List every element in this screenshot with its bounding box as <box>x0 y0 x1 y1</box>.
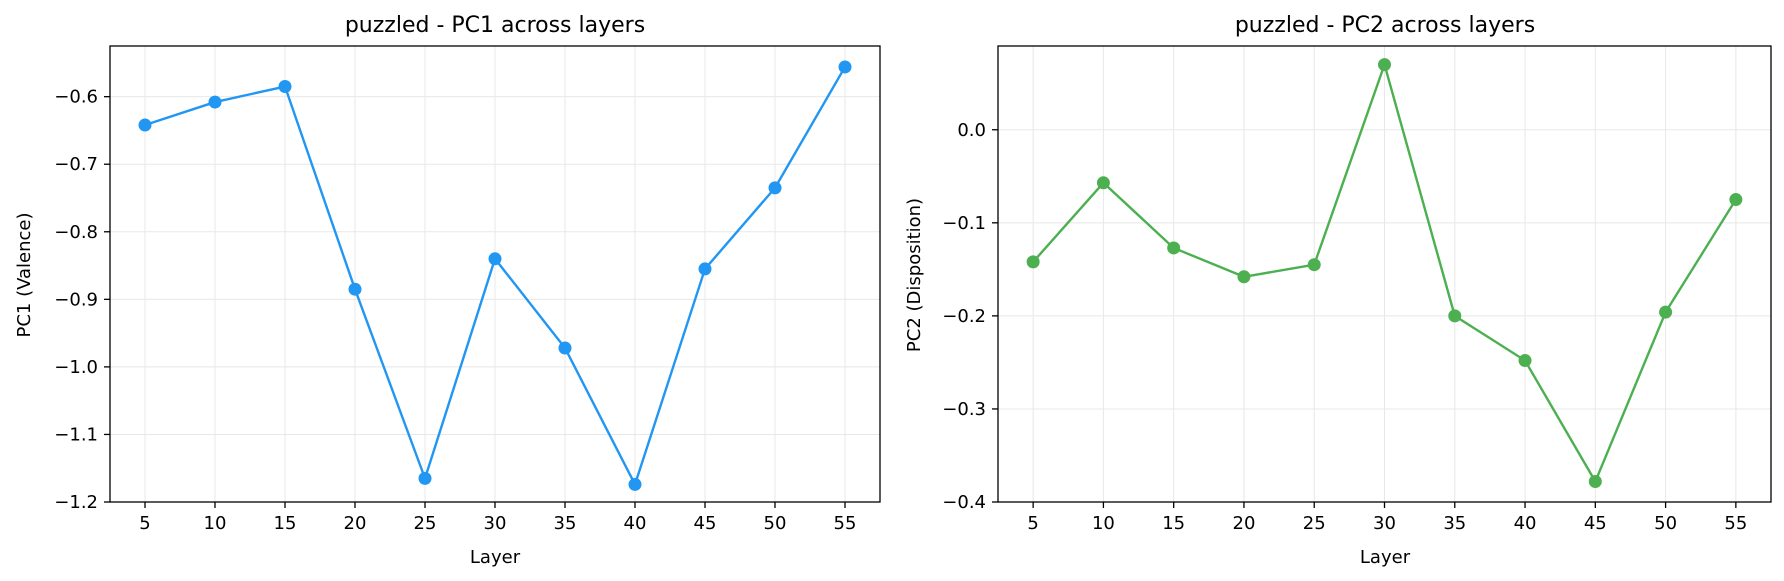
x-tick-label: 30 <box>484 513 507 534</box>
x-tick-label: 5 <box>139 513 150 534</box>
data-point <box>278 80 292 94</box>
data-point <box>1729 193 1743 207</box>
x-tick-label: 10 <box>1092 513 1115 534</box>
y-tick-label: −0.7 <box>54 154 98 175</box>
y-tick-label: −1.1 <box>54 424 98 445</box>
data-point <box>558 341 572 355</box>
x-tick-label: 50 <box>1654 513 1677 534</box>
data-point <box>838 60 852 74</box>
x-axis-label: Layer <box>470 547 521 568</box>
y-axis-label: PC2 (Disposition) <box>904 198 925 352</box>
x-tick-label: 45 <box>1584 513 1607 534</box>
x-tick-label: 35 <box>554 513 577 534</box>
x-tick-label: 35 <box>1443 513 1466 534</box>
x-tick-label: 20 <box>1233 513 1256 534</box>
x-tick-label: 15 <box>274 513 297 534</box>
data-point <box>348 282 362 296</box>
x-tick-label: 40 <box>624 513 647 534</box>
y-axis-label: PC1 (Valence) <box>14 212 35 337</box>
x-tick-label: 5 <box>1027 513 1038 534</box>
x-tick-label: 25 <box>414 513 437 534</box>
x-tick-label: 45 <box>694 513 717 534</box>
y-tick-label: −0.6 <box>54 87 98 108</box>
data-point <box>1518 354 1532 368</box>
data-point <box>1167 241 1181 255</box>
y-tick-label: −0.4 <box>942 492 986 513</box>
data-point <box>768 181 782 195</box>
pc1-panel: puzzled - PC1 across layers Layer PC1 (V… <box>14 13 881 568</box>
y-tick-label: −0.2 <box>942 306 986 327</box>
data-point <box>1588 475 1602 489</box>
data-point <box>698 262 712 276</box>
data-point <box>1659 305 1673 319</box>
x-tick-label: 25 <box>1303 513 1326 534</box>
data-point <box>138 118 152 132</box>
x-tick-label: 20 <box>344 513 367 534</box>
data-point <box>1237 270 1251 284</box>
data-point <box>418 471 432 485</box>
y-tick-label: −0.9 <box>54 289 98 310</box>
data-point <box>488 252 502 266</box>
y-tick-label: −1.2 <box>54 492 98 513</box>
data-point <box>1026 255 1040 269</box>
x-tick-label: 40 <box>1514 513 1537 534</box>
y-tick-label: −0.3 <box>942 399 986 420</box>
y-tick-label: −1.0 <box>54 357 98 378</box>
x-tick-label: 55 <box>834 513 857 534</box>
pc2-panel: puzzled - PC2 across layers Layer PC2 (D… <box>904 13 1772 568</box>
x-tick-label: 55 <box>1724 513 1747 534</box>
x-tick-label: 10 <box>204 513 227 534</box>
chart-title: puzzled - PC2 across layers <box>1235 13 1535 38</box>
y-tick-label: −0.1 <box>942 213 986 234</box>
data-point <box>628 477 642 491</box>
x-tick-label: 15 <box>1162 513 1185 534</box>
y-tick-label: 0.0 <box>957 120 986 141</box>
data-point <box>1378 58 1391 72</box>
data-point <box>1448 309 1462 323</box>
data-point <box>1307 258 1321 272</box>
x-axis-label: Layer <box>1360 547 1411 568</box>
x-tick-label: 50 <box>764 513 787 534</box>
data-point <box>208 95 222 109</box>
x-tick-label: 30 <box>1373 513 1396 534</box>
y-tick-label: −0.8 <box>54 222 98 243</box>
data-point <box>1096 176 1110 190</box>
chart-title: puzzled - PC1 across layers <box>345 13 645 38</box>
